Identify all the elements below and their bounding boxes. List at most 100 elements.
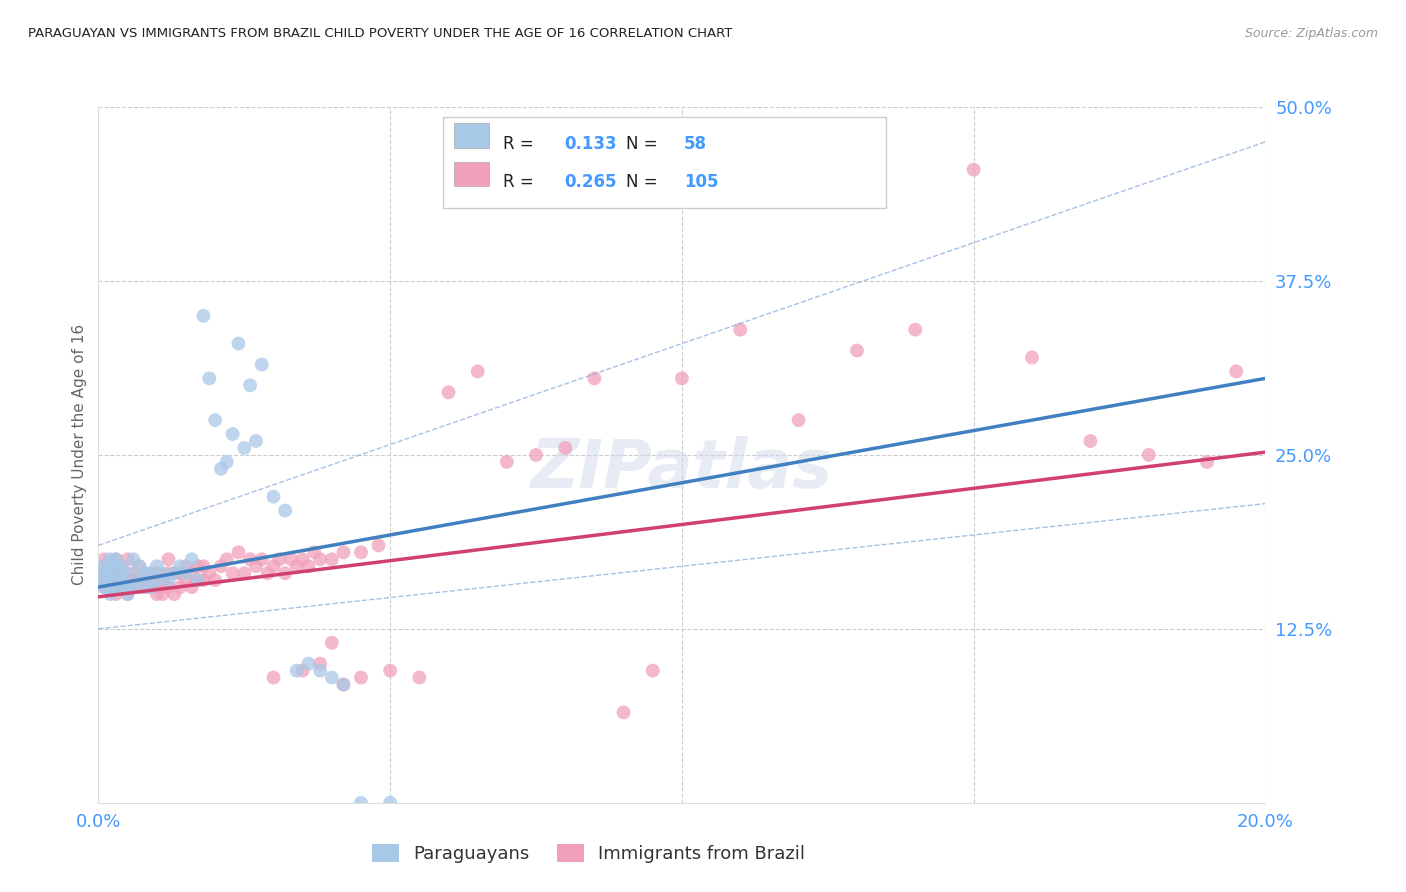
Point (309, 552, 332, 566)
Point (1195, 455, 1218, 469)
Point (274, 503, 297, 517)
Point (111, 566, 134, 581)
Point (111, 573, 134, 587)
Point (104, 587, 127, 601)
Point (180, 552, 202, 566)
Point (169, 566, 191, 581)
Point (174, 559, 197, 574)
Y-axis label: Child Poverty Under the Age of 16: Child Poverty Under the Age of 16 (72, 325, 87, 585)
Point (187, 559, 209, 574)
Point (228, 336, 250, 351)
Point (139, 580, 162, 594)
Point (332, 677, 354, 691)
Point (111, 559, 134, 574)
Point (193, 573, 215, 587)
Point (122, 580, 145, 594)
Point (1080, 434, 1102, 448)
Text: ZIPatlas: ZIPatlas (531, 436, 832, 502)
Point (174, 566, 197, 581)
Point (215, 552, 238, 566)
Point (93, 566, 115, 581)
Point (146, 580, 169, 594)
Point (111, 559, 134, 574)
Point (209, 462, 232, 476)
Point (787, 413, 810, 427)
Point (730, 323, 752, 337)
Point (117, 587, 139, 601)
Point (269, 552, 291, 566)
Point (117, 580, 139, 594)
Point (962, 162, 984, 177)
Point (128, 580, 150, 594)
Point (262, 490, 284, 504)
Text: N =: N = (626, 173, 662, 191)
Point (233, 441, 256, 455)
Point (98, 587, 121, 601)
Point (671, 371, 693, 385)
Point (104, 566, 127, 581)
Point (380, 796, 402, 810)
Point (111, 580, 134, 594)
Point (321, 636, 343, 650)
Point (146, 566, 169, 581)
Point (187, 573, 209, 587)
Point (152, 566, 174, 581)
Point (93, 566, 115, 581)
Point (209, 559, 232, 574)
Point (350, 796, 373, 810)
Point (169, 559, 191, 574)
Point (1137, 448, 1160, 462)
Point (157, 580, 180, 594)
Point (134, 566, 156, 581)
Point (93, 573, 115, 587)
Text: 58: 58 (683, 135, 707, 153)
Point (104, 559, 127, 574)
Point (134, 580, 156, 594)
Text: R =: R = (503, 173, 538, 191)
Text: PARAGUAYAN VS IMMIGRANTS FROM BRAZIL CHILD POVERTY UNDER THE AGE OF 16 CORRELATI: PARAGUAYAN VS IMMIGRANTS FROM BRAZIL CHI… (28, 27, 733, 40)
Point (104, 573, 127, 587)
Point (111, 573, 134, 587)
Point (139, 580, 162, 594)
Point (612, 706, 634, 720)
Point (239, 378, 262, 392)
Point (128, 573, 150, 587)
Point (250, 358, 273, 372)
Point (221, 427, 243, 442)
Point (117, 573, 139, 587)
Point (228, 545, 250, 559)
Point (104, 580, 127, 594)
Point (193, 309, 215, 323)
Point (111, 580, 134, 594)
Point (157, 566, 180, 581)
Point (904, 323, 927, 337)
Point (350, 671, 373, 685)
Point (139, 566, 162, 581)
Point (128, 573, 150, 587)
Point (285, 664, 308, 678)
Point (437, 385, 460, 400)
Point (134, 580, 156, 594)
Point (245, 434, 267, 448)
Point (239, 552, 262, 566)
FancyBboxPatch shape (454, 123, 489, 148)
Point (169, 580, 191, 594)
Point (180, 566, 202, 581)
Point (250, 552, 273, 566)
Point (157, 552, 180, 566)
Point (128, 559, 150, 574)
Point (256, 566, 278, 581)
Point (98, 566, 121, 581)
Point (104, 573, 127, 587)
Point (128, 559, 150, 574)
Point (309, 657, 332, 671)
Point (163, 566, 186, 581)
Point (291, 664, 314, 678)
Point (122, 580, 145, 594)
Point (117, 587, 139, 601)
Point (104, 580, 127, 594)
Point (152, 573, 174, 587)
FancyBboxPatch shape (443, 118, 886, 208)
Point (146, 559, 169, 574)
Point (496, 455, 519, 469)
